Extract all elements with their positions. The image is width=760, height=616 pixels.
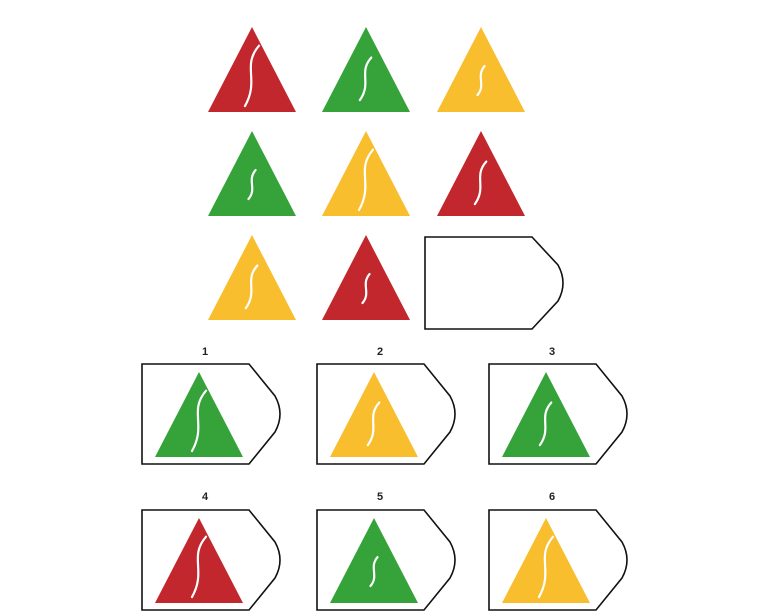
grid-triangle-r2c1 [208, 131, 296, 216]
triangle-shape [155, 518, 243, 603]
option-number: 3 [549, 346, 555, 358]
squiggle-line [247, 169, 257, 201]
grid-triangle-r2c3 [437, 131, 525, 216]
option-triangle [155, 372, 243, 457]
triangle-shape [330, 518, 418, 603]
grid-triangle-r2c2 [322, 131, 410, 216]
triangle-shape [322, 235, 410, 320]
option-number: 4 [202, 491, 209, 503]
missing-cell-placeholder [424, 236, 564, 330]
triangle-shape [322, 131, 410, 216]
option-1[interactable]: 1 [141, 346, 281, 465]
squiggle-line [190, 535, 208, 599]
option-number: 5 [377, 491, 383, 503]
option-2[interactable]: 2 [316, 346, 456, 465]
squiggle-line [473, 160, 488, 206]
grid-triangle-r1c1 [208, 27, 296, 112]
squiggle-line [361, 273, 371, 305]
triangle-shape [208, 27, 296, 112]
option-triangle [502, 372, 590, 457]
squiggle-line [190, 389, 208, 453]
grid-triangle-r1c2 [322, 27, 410, 112]
squiggle-line [357, 148, 375, 212]
option-number: 1 [202, 346, 208, 358]
squiggle-line [358, 56, 373, 102]
option-3[interactable]: 3 [488, 346, 628, 465]
squiggle-line [538, 401, 553, 447]
grid-triangle-r1c3 [437, 27, 525, 112]
option-5[interactable]: 5 [316, 491, 456, 611]
squiggle-line [537, 535, 555, 599]
option-triangle [330, 518, 418, 603]
pattern-grid [208, 27, 564, 330]
option-triangle [330, 372, 418, 457]
option-number: 6 [549, 491, 555, 503]
triangle-shape [437, 27, 525, 112]
triangle-shape [208, 131, 296, 216]
squiggle-line [476, 65, 486, 97]
squiggle-line [243, 44, 261, 108]
option-triangle [155, 518, 243, 603]
option-number: 2 [377, 346, 383, 358]
option-4[interactable]: 4 [141, 491, 281, 611]
triangle-shape [155, 372, 243, 457]
squiggle-line [369, 556, 379, 588]
option-triangle [502, 518, 590, 603]
grid-triangle-r3c2 [322, 235, 410, 320]
option-6[interactable]: 6 [488, 491, 628, 611]
squiggle-line [244, 264, 259, 310]
answer-options: 1 2 3 4 5 6 [141, 346, 628, 611]
squiggle-line [366, 401, 381, 447]
grid-triangle-r3c1 [208, 235, 296, 320]
triangle-shape [502, 518, 590, 603]
